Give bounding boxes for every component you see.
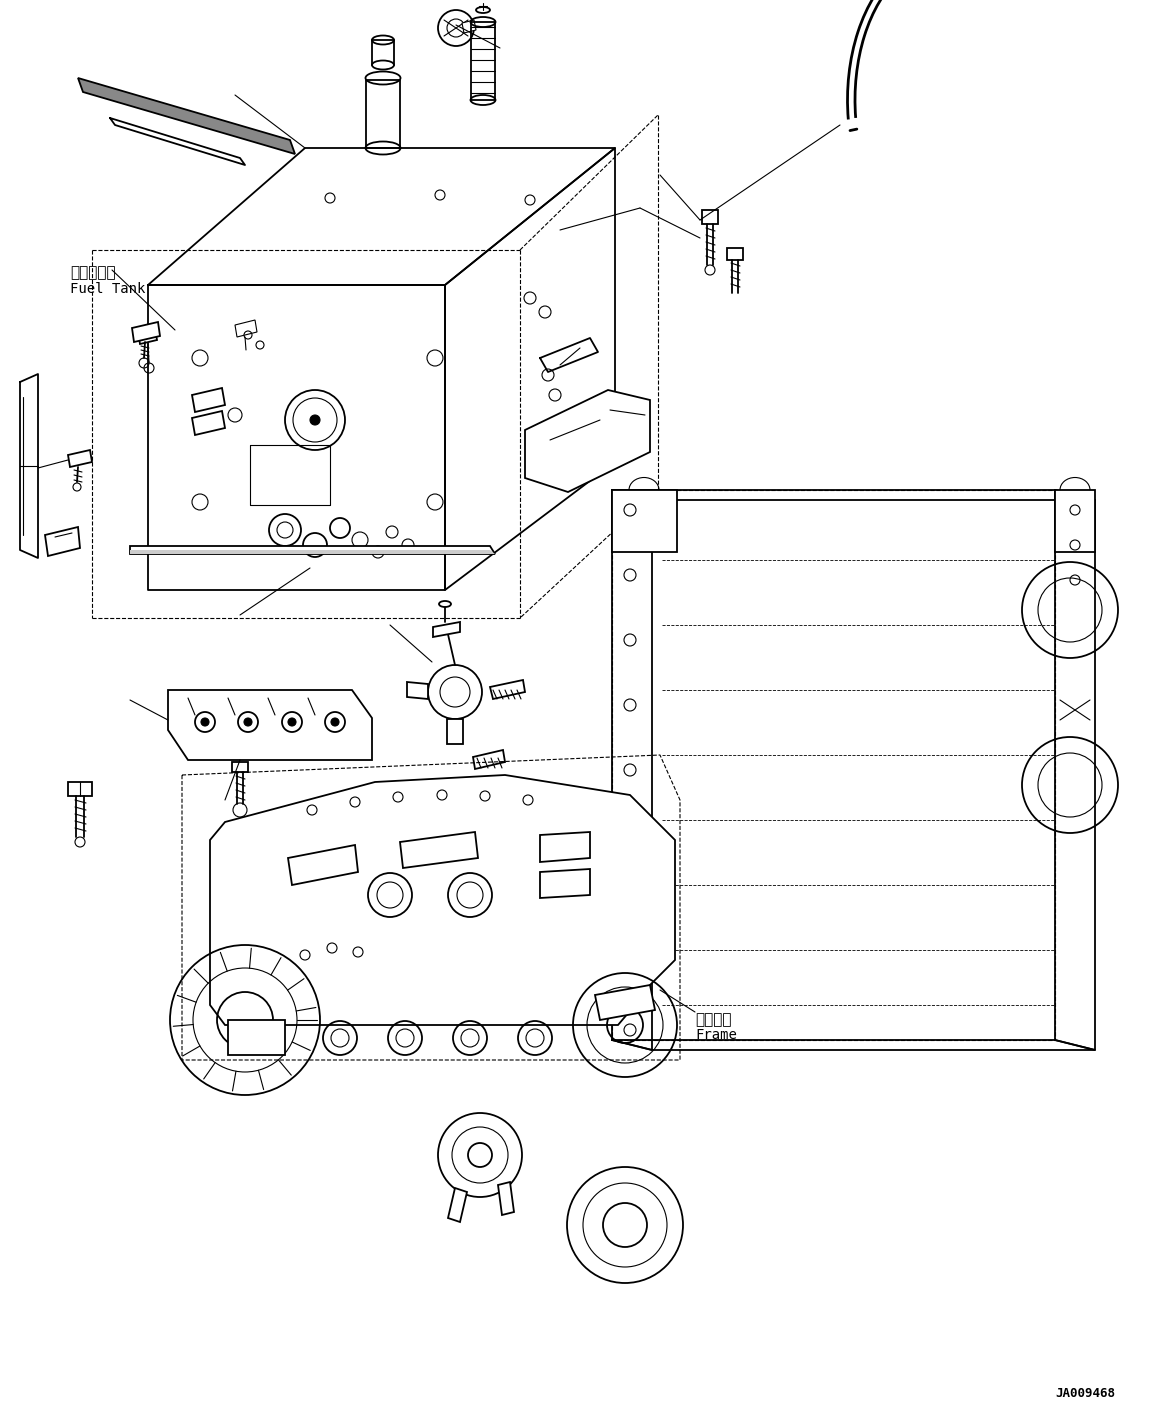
Circle shape [288,718,297,725]
Polygon shape [231,762,248,772]
Polygon shape [540,869,590,898]
Polygon shape [595,985,655,1020]
Circle shape [244,718,252,725]
Polygon shape [67,782,92,797]
Text: JA009468: JA009468 [1055,1387,1115,1399]
Text: Fuel Tank: Fuel Tank [70,282,145,296]
Polygon shape [727,248,743,259]
Polygon shape [131,322,160,342]
Polygon shape [525,390,650,492]
Polygon shape [433,621,461,637]
Polygon shape [167,690,372,760]
Polygon shape [498,1181,514,1216]
Polygon shape [67,450,92,467]
Circle shape [331,718,338,725]
Polygon shape [400,832,478,868]
Polygon shape [211,775,675,1025]
Polygon shape [78,78,295,154]
Text: フレーム: フレーム [695,1012,732,1027]
Polygon shape [448,1188,468,1223]
Circle shape [311,415,320,425]
Text: Frame: Frame [695,1027,737,1042]
Polygon shape [612,490,677,551]
Polygon shape [192,410,224,435]
Polygon shape [130,546,495,554]
Polygon shape [228,1020,285,1054]
Polygon shape [1055,490,1096,551]
Polygon shape [462,20,476,33]
Polygon shape [490,680,525,700]
Polygon shape [235,321,257,336]
Polygon shape [540,832,590,862]
Polygon shape [447,720,463,744]
Polygon shape [702,209,718,224]
Polygon shape [192,388,224,412]
Polygon shape [473,750,505,770]
Text: 燃料タンク: 燃料タンク [70,265,115,279]
Polygon shape [288,845,358,885]
Polygon shape [138,329,157,343]
Polygon shape [130,550,495,554]
Circle shape [201,718,209,725]
Polygon shape [45,527,80,556]
Polygon shape [407,683,428,700]
